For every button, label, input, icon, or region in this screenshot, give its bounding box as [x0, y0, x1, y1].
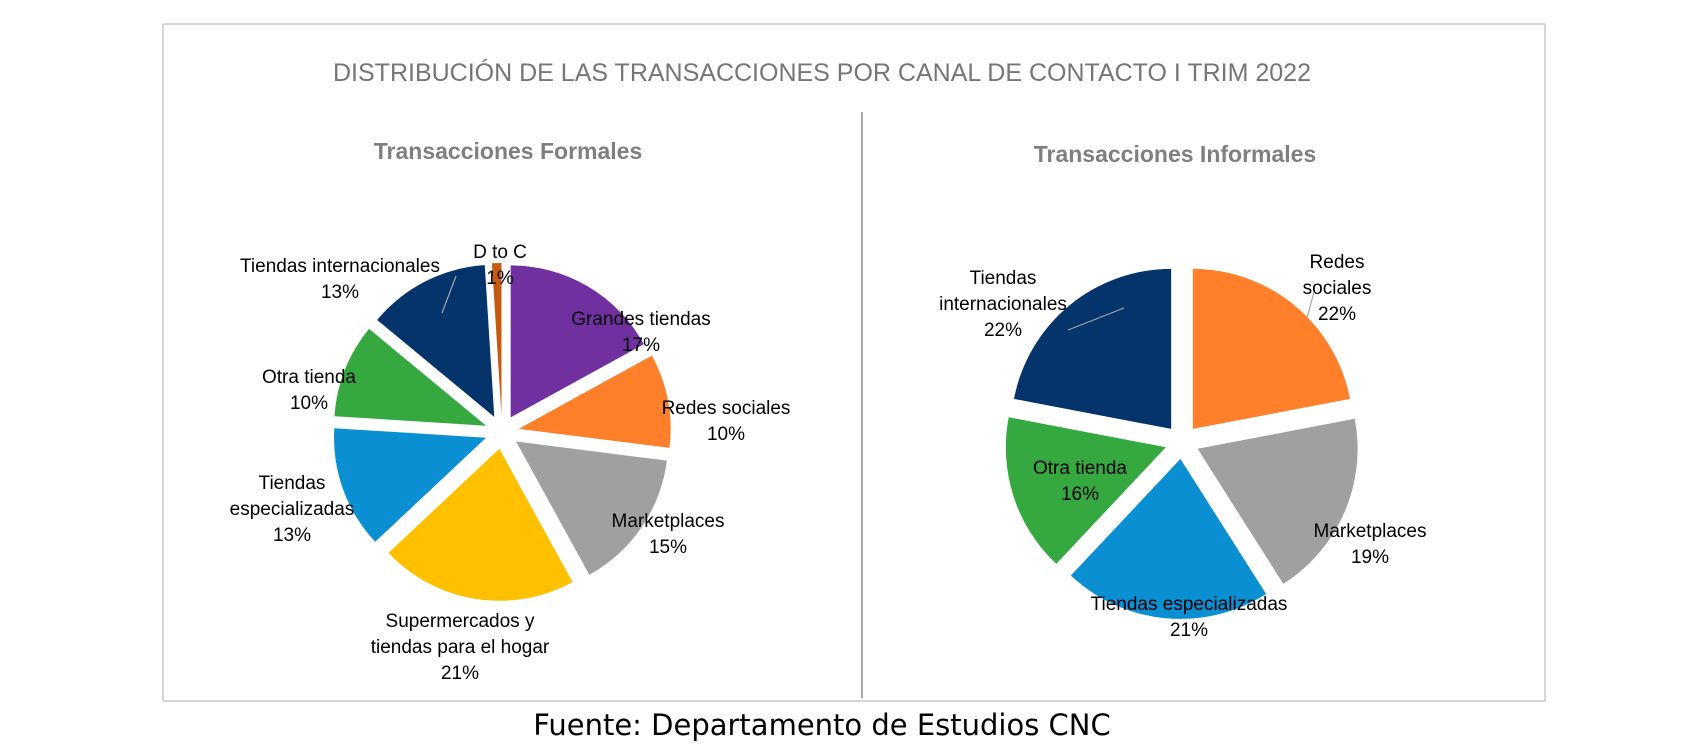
data-label-tiendas-internacionales-informales: Tiendas internacionales 22% [939, 268, 1067, 341]
data-label-value-d-to-c-formales: 1% [486, 268, 514, 289]
data-label-redes-sociales-informales: Redes sociales 22% [1303, 252, 1372, 325]
data-label-value-tiendas-especializadas-informales: 21% [1170, 620, 1208, 641]
main-title: DISTRIBUCIÓN DE LAS TRANSACCIONES POR CA… [333, 58, 1311, 87]
data-label-name-redes-sociales-formales: Redes sociales [662, 398, 791, 419]
pie-slice-tiendas-internacionales-formales [377, 265, 495, 417]
source-note: Fuente: Departamento de Estudios CNC [533, 708, 1111, 742]
pie-slice-redes-sociales-formales [518, 355, 671, 448]
data-label-redes-sociales-formales: Redes sociales 10% [662, 398, 791, 445]
data-label-grandes-tiendas-formales: Grandes tiendas 17% [571, 309, 710, 356]
data-label-value-tiendas-internacionales-informales: 22% [984, 320, 1022, 341]
data-label-name-tiendas-internacionales-informales: Tiendas [970, 268, 1037, 289]
data-label-name-supermercados-y-tiendas-para-el-hogar-formales: Supermercados y [386, 611, 535, 632]
data-label-value-otra-tienda-formales: 10% [290, 393, 328, 414]
data-label-marketplaces-informales: Marketplaces 19% [1314, 521, 1427, 568]
pie-slice-otra-tienda-formales [334, 328, 487, 426]
data-label-d-to-c-formales: D to C 1% [473, 242, 527, 289]
pie-slice-supermercados-y-tiendas-para-el-hogar-formales [388, 448, 573, 601]
data-label-otra-tienda-informales: Otra tienda 16% [1033, 458, 1127, 505]
pie-slice-otra-tienda-informales [1005, 417, 1166, 564]
data-label-name-otra-tienda-informales: Otra tienda [1033, 458, 1127, 479]
pie-slice-d-to-c-formales [491, 263, 502, 416]
data-label-value-tiendas-internacionales-formales: 13% [321, 282, 359, 303]
leader-line-tiendas-internacionales-informales [1067, 307, 1125, 331]
data-label-name-grandes-tiendas-formales: Grandes tiendas [571, 309, 710, 330]
data-label-value-tiendas-especializadas-formales: 13% [273, 525, 311, 546]
pie-title-formales: Transacciones Formales [374, 138, 642, 164]
data-label-value-otra-tienda-informales: 16% [1061, 484, 1099, 505]
data-label-tiendas-especializadas-informales: Tiendas especializadas 21% [1091, 594, 1288, 641]
data-label-value-redes-sociales-formales: 10% [707, 424, 745, 445]
data-label-name-redes-sociales-informales: Redes [1310, 252, 1365, 273]
data-label-name-tiendas-especializadas-formales: Tiendas [259, 473, 326, 494]
pie-slice-marketplaces-formales [516, 441, 667, 575]
data-label-name-marketplaces-informales: Marketplaces [1314, 521, 1427, 542]
data-label-value-supermercados-y-tiendas-para-el-hogar-formales: 21% [441, 663, 479, 684]
data-label-name-tiendas-internacionales-informales: internacionales [939, 294, 1067, 315]
data-label-tiendas-internacionales-formales: Tiendas internacionales 13% [240, 256, 440, 303]
leader-line-tiendas-internacionales-formales [441, 275, 457, 314]
pie-slice-tiendas-especializadas-formales [334, 428, 487, 542]
data-label-name-supermercados-y-tiendas-para-el-hogar-formales: tiendas para el hogar [371, 637, 550, 658]
pie-slice-marketplaces-informales [1197, 418, 1358, 584]
data-label-value-redes-sociales-informales: 22% [1318, 304, 1356, 325]
data-label-value-marketplaces-formales: 15% [649, 537, 687, 558]
pie-title-informales: Transacciones Informales [1034, 141, 1317, 167]
data-label-name-d-to-c-formales: D to C [473, 242, 527, 263]
data-label-tiendas-especializadas-formales: Tiendas especializadas 13% [230, 473, 355, 546]
data-label-name-marketplaces-formales: Marketplaces [612, 511, 725, 532]
data-label-name-tiendas-especializadas-informales: Tiendas especializadas [1091, 594, 1288, 615]
data-label-value-grandes-tiendas-formales: 17% [622, 335, 660, 356]
leader-line-redes-sociales-informales [1306, 291, 1315, 319]
pie-slice-tiendas-especializadas-informales [1070, 458, 1267, 619]
pie-formales [334, 263, 671, 601]
data-label-name-tiendas-especializadas-formales: especializadas [230, 499, 355, 520]
data-label-marketplaces-formales: Marketplaces 15% [612, 511, 725, 558]
pie-informales [1005, 268, 1358, 619]
data-label-name-otra-tienda-formales: Otra tienda [262, 367, 356, 388]
pie-slice-redes-sociales-informales [1192, 268, 1351, 429]
data-label-supermercados-y-tiendas-para-el-hogar-formales: Supermercados y tiendas para el hogar 21% [371, 611, 550, 684]
data-label-name-tiendas-internacionales-formales: Tiendas internacionales [240, 256, 440, 277]
data-label-name-redes-sociales-informales: sociales [1303, 278, 1372, 299]
data-label-value-marketplaces-informales: 19% [1351, 547, 1389, 568]
pie-slice-tiendas-internacionales-informales [1013, 268, 1172, 429]
data-label-otra-tienda-formales: Otra tienda 10% [262, 367, 356, 414]
pie-labels: Grandes tiendas 17% Redes sociales 10% Marke… [230, 242, 1427, 684]
pie-slice-grandes-tiendas-formales [510, 265, 644, 418]
